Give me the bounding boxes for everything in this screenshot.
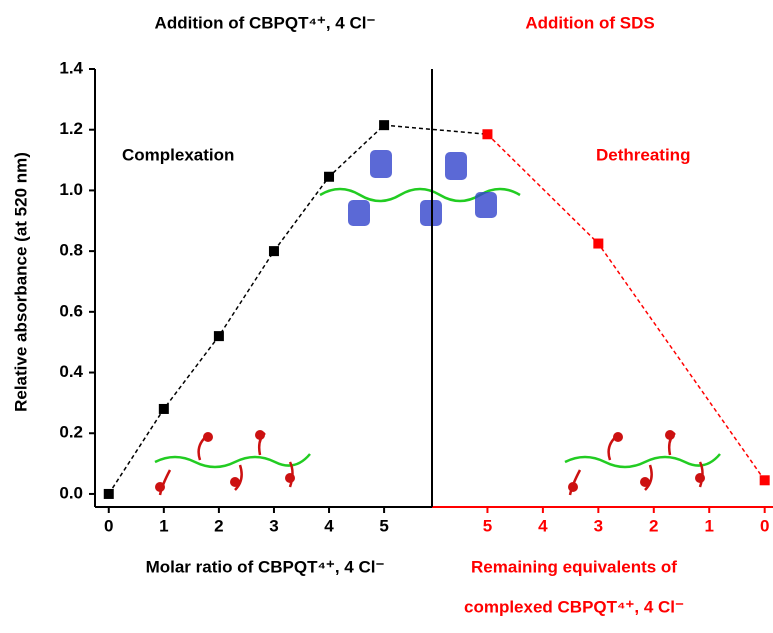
x-tick-label: 0 bbox=[104, 516, 113, 535]
y-tick-label: 1.0 bbox=[59, 180, 83, 199]
x-tick-label: 3 bbox=[269, 516, 278, 535]
series-line bbox=[108, 124, 385, 495]
y-tick-label: 0.2 bbox=[59, 423, 83, 442]
y-tick-label: 0.8 bbox=[59, 241, 83, 260]
left-title: Addition of CBPQT⁴⁺, 4 Cl⁻ bbox=[155, 13, 376, 32]
marker bbox=[103, 488, 114, 499]
x-tick-label: 1 bbox=[159, 516, 168, 535]
x2-tick-label: 2 bbox=[649, 516, 658, 535]
marker bbox=[593, 238, 604, 249]
marker bbox=[324, 171, 335, 182]
y-tick-label: 0.0 bbox=[59, 483, 83, 502]
marker bbox=[379, 120, 390, 131]
annotation: Dethreating bbox=[596, 145, 690, 164]
marker bbox=[268, 246, 279, 257]
x2-axis-label: Remaining equivalents of bbox=[471, 557, 677, 576]
y-tick-label: 1.4 bbox=[59, 58, 83, 77]
marker bbox=[759, 475, 770, 486]
marker bbox=[213, 331, 224, 342]
right-title: Addition of SDS bbox=[525, 13, 654, 32]
polymer-illustration bbox=[154, 187, 721, 496]
marker bbox=[482, 129, 493, 140]
x2-tick-label: 0 bbox=[760, 516, 769, 535]
y-tick-label: 0.4 bbox=[59, 362, 83, 381]
x2-tick-label: 4 bbox=[538, 516, 548, 535]
series-line bbox=[486, 133, 766, 481]
marker bbox=[158, 403, 169, 414]
x2-axis-label: complexed CBPQT⁴⁺, 4 Cl⁻ bbox=[464, 597, 684, 616]
x-axis-label: Molar ratio of CBPQT⁴⁺, 4 Cl⁻ bbox=[146, 557, 385, 576]
x-tick-label: 4 bbox=[324, 516, 334, 535]
y-axis-label: Relative absorbance (at 520 nm) bbox=[11, 152, 30, 412]
y-tick-label: 0.6 bbox=[59, 301, 83, 320]
x-tick-label: 5 bbox=[379, 516, 388, 535]
annotation: Complexation bbox=[122, 145, 234, 164]
x2-tick-label: 3 bbox=[594, 516, 603, 535]
x-tick-label: 2 bbox=[214, 516, 223, 535]
x2-tick-label: 5 bbox=[483, 516, 492, 535]
y-tick-label: 1.2 bbox=[59, 119, 83, 138]
connector bbox=[384, 124, 488, 136]
x2-tick-label: 1 bbox=[705, 516, 714, 535]
polymer-illustration bbox=[155, 430, 705, 492]
